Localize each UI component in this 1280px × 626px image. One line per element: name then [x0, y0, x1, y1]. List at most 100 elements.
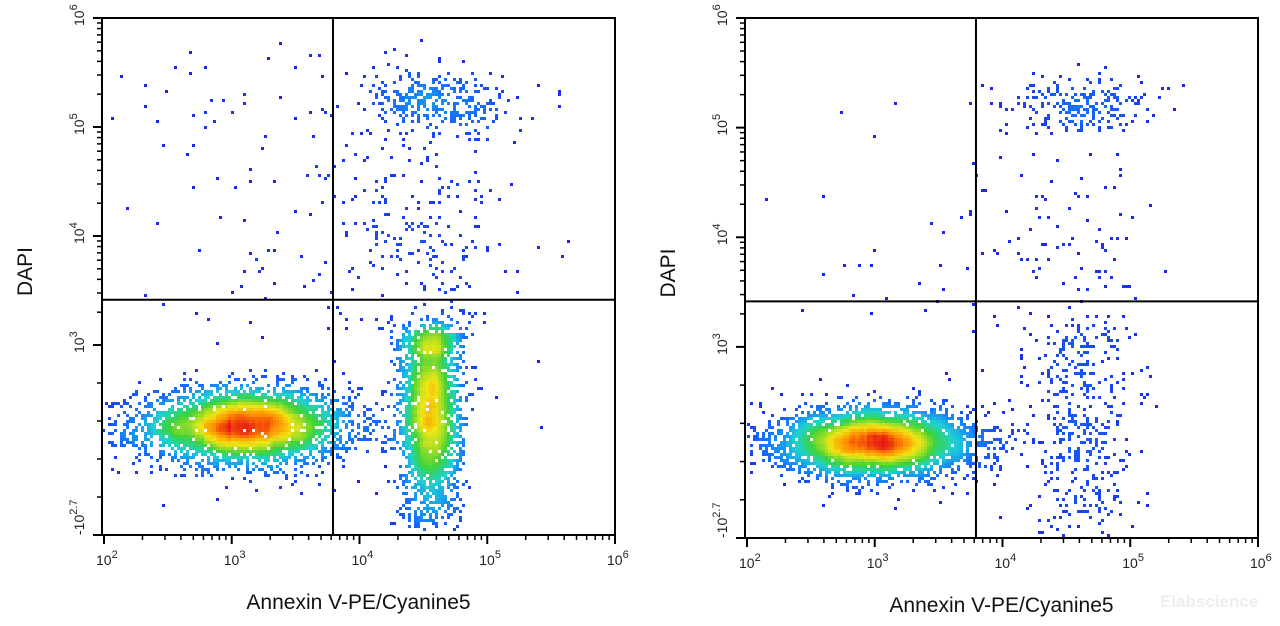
data-point	[423, 339, 426, 342]
data-point	[195, 447, 198, 450]
data-point	[174, 453, 177, 456]
data-point	[447, 375, 450, 378]
data-point	[285, 423, 288, 426]
data-point	[867, 435, 870, 438]
data-point	[414, 477, 417, 480]
data-point	[441, 444, 444, 447]
data-point	[1056, 426, 1059, 429]
data-point	[417, 525, 420, 528]
data-point	[282, 390, 285, 393]
data-point	[210, 99, 213, 102]
data-point	[435, 342, 438, 345]
data-point	[432, 381, 435, 384]
data-point	[255, 438, 258, 441]
data-point	[387, 405, 390, 408]
data-point	[444, 411, 447, 414]
data-point	[420, 426, 423, 429]
data-point	[228, 411, 231, 414]
data-point	[234, 441, 237, 444]
data-point	[420, 516, 423, 519]
data-point	[450, 117, 453, 120]
data-point	[135, 471, 138, 474]
data-point	[918, 462, 921, 465]
data-point	[444, 441, 447, 444]
data-point	[288, 444, 291, 447]
data-point	[813, 420, 816, 423]
data-point	[885, 459, 888, 462]
data-point	[222, 384, 225, 387]
data-point	[183, 378, 186, 381]
data-point	[843, 429, 846, 432]
data-point	[213, 420, 216, 423]
data-point	[228, 414, 231, 417]
data-point	[399, 411, 402, 414]
data-point	[249, 405, 252, 408]
data-point	[945, 411, 948, 414]
data-point	[342, 396, 345, 399]
data-point	[849, 423, 852, 426]
data-point	[1122, 387, 1125, 390]
data-point	[231, 372, 234, 375]
data-point	[426, 510, 429, 513]
data-point	[423, 378, 426, 381]
data-point	[849, 420, 852, 423]
data-point	[783, 417, 786, 420]
tick-exponent: 2	[112, 549, 118, 561]
data-point	[963, 423, 966, 426]
data-point	[342, 201, 345, 204]
data-point	[279, 42, 282, 45]
data-point	[405, 501, 408, 504]
data-point	[939, 426, 942, 429]
data-point	[927, 444, 930, 447]
data-point	[222, 411, 225, 414]
data-point	[852, 411, 855, 414]
data-point	[393, 99, 396, 102]
data-point	[405, 474, 408, 477]
data-point	[780, 441, 783, 444]
data-point	[261, 438, 264, 441]
data-point	[375, 180, 378, 183]
data-point	[468, 138, 471, 141]
data-point	[972, 453, 975, 456]
data-point	[384, 450, 387, 453]
data-point	[960, 432, 963, 435]
data-point	[270, 396, 273, 399]
data-point	[240, 435, 243, 438]
data-point	[945, 429, 948, 432]
data-point	[954, 438, 957, 441]
data-point	[432, 447, 435, 450]
data-point	[888, 441, 891, 444]
data-point	[432, 399, 435, 402]
data-point	[126, 207, 129, 210]
data-point	[246, 420, 249, 423]
data-point	[852, 450, 855, 453]
data-point	[768, 426, 771, 429]
data-point	[468, 285, 471, 288]
data-point	[798, 435, 801, 438]
data-point	[222, 414, 225, 417]
data-point	[423, 471, 426, 474]
data-point	[411, 378, 414, 381]
data-point	[336, 444, 339, 447]
data-point	[414, 420, 417, 423]
data-point	[1098, 381, 1101, 384]
data-point	[252, 423, 255, 426]
data-point	[912, 402, 915, 405]
data-point	[195, 450, 198, 453]
data-point	[336, 456, 339, 459]
data-point	[837, 447, 840, 450]
y-tick-label: 104	[68, 222, 87, 244]
data-point	[435, 516, 438, 519]
data-point	[390, 330, 393, 333]
data-point	[870, 465, 873, 468]
data-point	[225, 384, 228, 387]
data-point	[144, 399, 147, 402]
data-point	[246, 462, 249, 465]
data-point	[297, 405, 300, 408]
data-point	[420, 450, 423, 453]
data-point	[873, 390, 876, 393]
data-point	[882, 456, 885, 459]
data-point	[336, 423, 339, 426]
data-point	[846, 411, 849, 414]
data-point	[360, 387, 363, 390]
